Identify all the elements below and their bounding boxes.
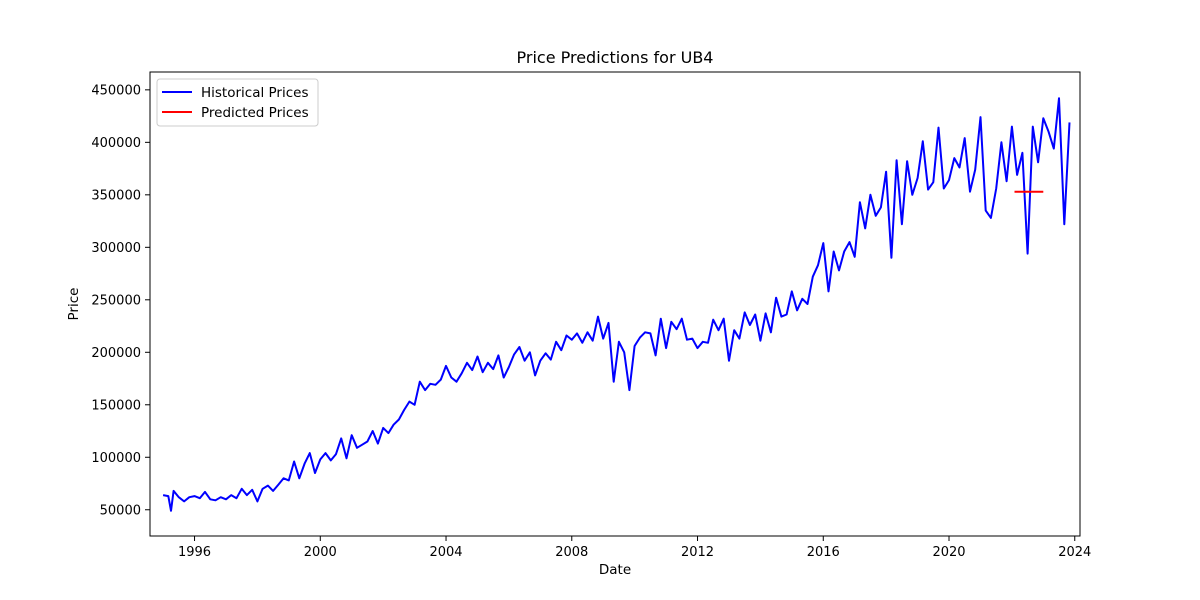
x-tick-label: 2012 [681,545,714,560]
y-tick-label: 350000 [91,188,141,203]
legend-label-predicted: Predicted Prices [201,105,309,121]
y-axis: 50000 100000 150000 200000 250000 300000 35000… [91,83,150,518]
x-tick-label: 2004 [429,545,462,560]
y-tick-label: 200000 [91,346,141,361]
y-tick-label: 150000 [91,398,141,413]
y-tick-label: 100000 [91,451,141,466]
plot-lines [162,97,1071,512]
y-tick-label: 50000 [100,503,141,518]
series-line-historical [162,97,1071,512]
chart-title: Price Predictions for UB4 [517,48,714,67]
legend-box [156,78,319,127]
y-tick-label: 300000 [91,241,141,256]
x-tick-label: 2024 [1058,545,1091,560]
x-tick-label: 2020 [932,545,965,560]
x-tick-label: 1996 [178,545,211,560]
x-tick-label: 2008 [555,545,588,560]
legend: Historical Prices Predicted Prices [156,78,319,127]
y-axis-label: Price [66,288,82,321]
x-axis: 1996 2000 2004 2008 2012 2016 2020 2024 [178,536,1091,560]
x-tick-label: 2016 [807,545,840,560]
x-axis-label: Date [599,562,631,578]
y-tick-label: 400000 [91,136,141,151]
y-tick-label: 450000 [91,83,141,98]
legend-label-historical: Historical Prices [201,85,309,101]
x-tick-label: 2000 [304,545,337,560]
y-tick-label: 250000 [91,293,141,308]
plot-frame [149,71,1081,537]
